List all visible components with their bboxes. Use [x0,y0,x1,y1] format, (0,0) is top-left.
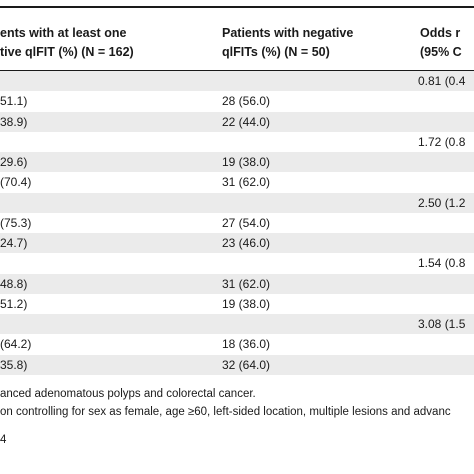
table-row: (75.3) 27 (54.0) [0,213,474,233]
cell-positive: 35.8) [0,357,28,372]
cell-negative: 27 (54.0) [222,215,271,230]
cell-positive: (70.4) [0,175,32,190]
cell-positive: 38.9) [0,114,28,129]
table-row: 38.9) 22 (44.0) [0,111,474,132]
cell-odds-ratio: 0.81 (0.4 [418,74,466,88]
footnote-adjustment: on controlling for sex as female, age ≥6… [0,406,451,418]
table-row: 2.50 (1.2 [0,192,474,213]
cell-negative: 18 (36.0) [222,337,271,352]
table-top-rule [0,6,474,8]
cell-negative: 31 (62.0) [222,276,271,291]
header-negative-qlfit: Patients with negative qlFITs (%) (N = 5… [222,24,353,62]
cell-negative: 31 (62.0) [222,175,271,190]
cell-positive: (75.3) [0,215,32,230]
footnote-doi: 4 [0,434,7,446]
table-row: 1.54 (0.8 [0,253,474,273]
table-header-rule [0,70,474,71]
table-row: 24.7) 23 (46.0) [0,233,474,254]
cell-positive: 48.8) [0,276,28,291]
cell-negative: 28 (56.0) [222,94,271,109]
header-positive-qlfit-line2: tive qlFIT (%) (N = 162) [0,45,134,59]
cell-negative: 19 (38.0) [222,296,271,311]
cell-odds-ratio: 3.08 (1.5 [418,317,466,332]
header-positive-qlfit-line1: ents with at least one [0,26,127,40]
footnote-abbreviation: anced adenomatous polyps and colorectal … [0,388,256,400]
cell-odds-ratio: 1.72 (0.8 [418,134,466,149]
table-row: 51.2) 19 (38.0) [0,294,474,314]
table-row: 35.8) 32 (64.0) [0,354,474,375]
table-row: 3.08 (1.5 [0,314,474,335]
header-odds-ratio: Odds r (95% C [420,24,462,62]
header-negative-qlfit-line2: qlFITs (%) (N = 50) [222,45,330,59]
cell-negative: 32 (64.0) [222,357,271,372]
table-row: 48.8) 31 (62.0) [0,273,474,294]
header-odds-ratio-line2: (95% C [420,45,462,59]
table-row: 0.81 (0.4 [0,71,474,92]
cell-negative: 22 (44.0) [222,114,271,129]
cell-positive: 29.6) [0,155,28,170]
table-row: (64.2) 18 (36.0) [0,334,474,354]
table-row: 29.6) 19 (38.0) [0,152,474,173]
cell-negative: 23 (46.0) [222,236,271,251]
cell-positive: 51.1) [0,94,28,109]
table-row: (70.4) 31 (62.0) [0,172,474,192]
cell-positive: 24.7) [0,236,28,251]
table-row: 51.1) 28 (56.0) [0,91,474,111]
header-odds-ratio-line1: Odds r [420,26,461,40]
cell-positive: (64.2) [0,337,32,352]
cell-positive: 51.2) [0,296,28,311]
cell-odds-ratio: 2.50 (1.2 [418,195,466,210]
cell-negative: 19 (38.0) [222,155,271,170]
table-row: 1.72 (0.8 [0,132,474,152]
cell-odds-ratio: 1.54 (0.8 [418,256,466,271]
header-positive-qlfit: ents with at least one tive qlFIT (%) (N… [0,24,134,62]
header-negative-qlfit-line1: Patients with negative [222,26,354,40]
